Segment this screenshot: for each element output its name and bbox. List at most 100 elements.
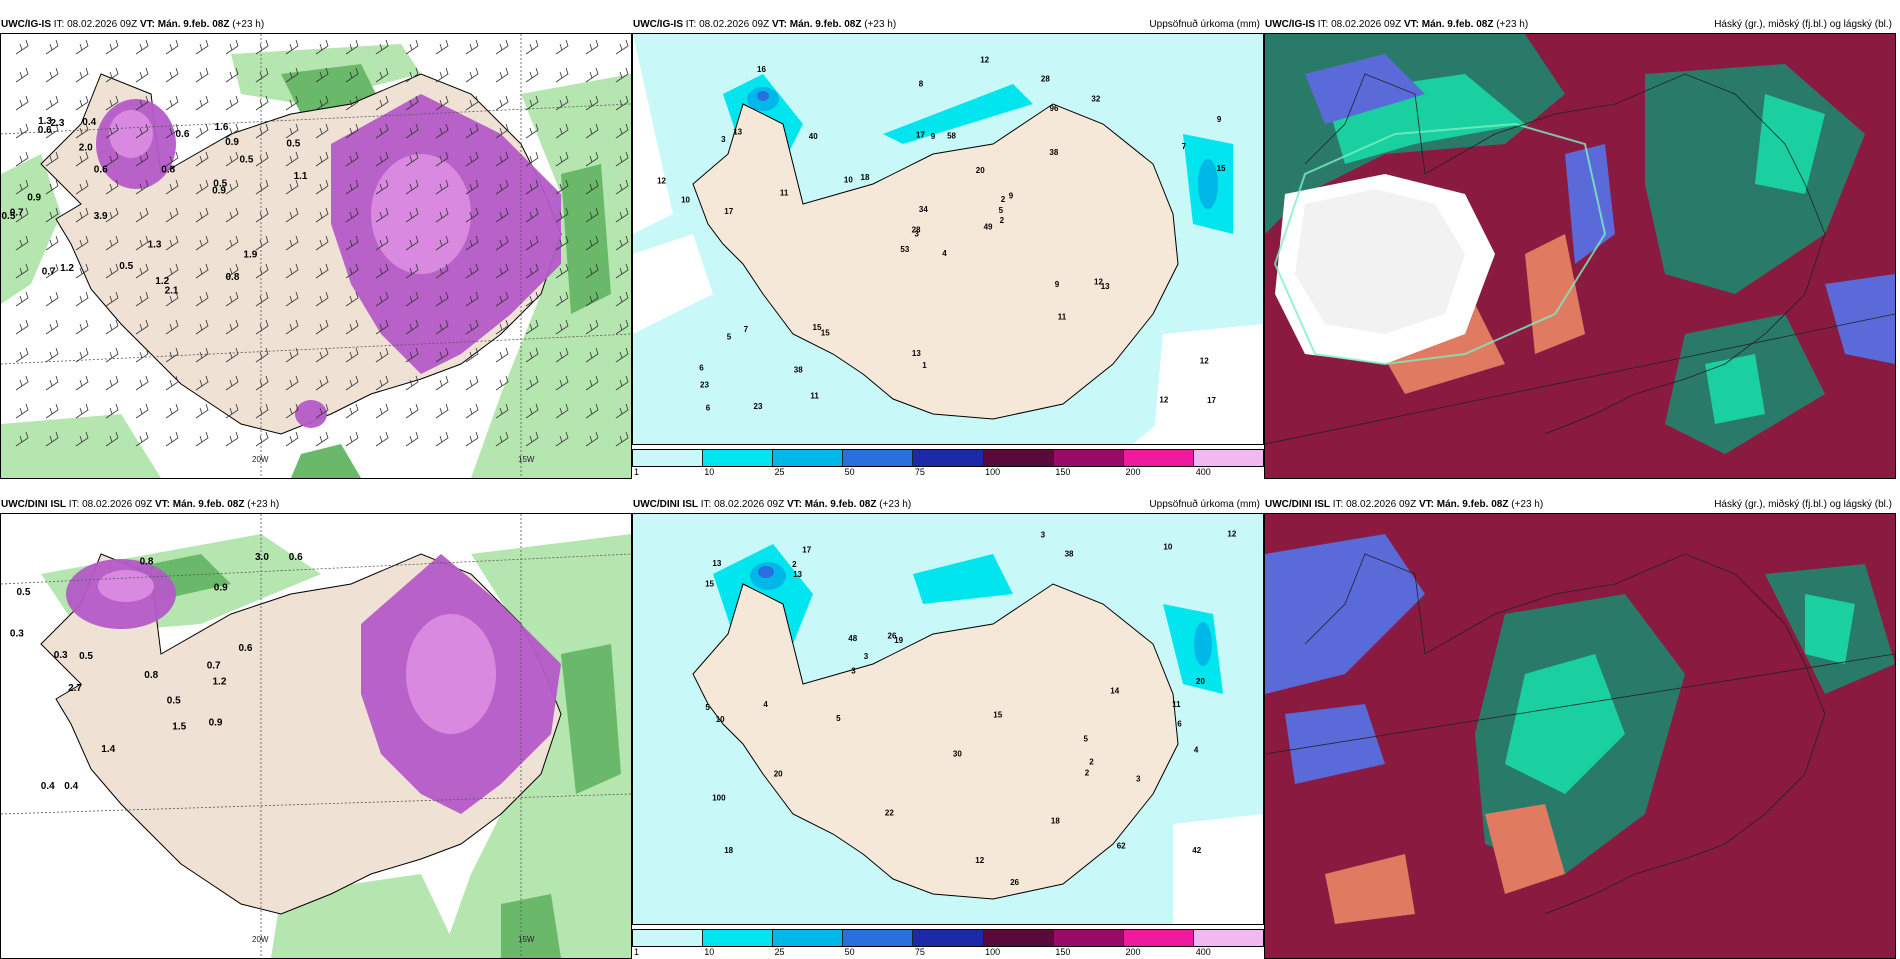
lon-label-15w: 15W [518, 455, 535, 464]
map-value-label: 0.3 [10, 629, 24, 640]
wind-barb [375, 375, 389, 391]
wind-barb [495, 347, 509, 363]
map-value-label: 3.9 [94, 211, 108, 222]
map-value-label: 14 [1110, 687, 1119, 696]
wind-barb [525, 151, 539, 167]
map-value-label: 2.7 [68, 683, 82, 694]
wind-barb [315, 207, 329, 223]
map-value-label: 0.8 [226, 272, 240, 283]
map-value-label: 0.6 [94, 164, 108, 175]
colorbar-swatch [1193, 930, 1263, 946]
wind-barb [615, 151, 629, 167]
wind-barb [165, 319, 179, 335]
map-precip: 5 6 18 17 19 62 100 38 48 26 15 5 13 42 22 20 30 15 26 20 12… [632, 513, 1264, 925]
wind-barb [585, 291, 599, 307]
colorbar-tick-label: 50 [844, 467, 855, 477]
wind-barb [45, 319, 59, 335]
wind-barb [105, 403, 119, 419]
map-value-label: 12 [657, 177, 666, 186]
map-value-label: 2 [1089, 758, 1094, 767]
wind-barb [165, 431, 179, 447]
map-value-label: 10 [844, 176, 853, 185]
map-value-label: 15 [1217, 164, 1226, 173]
colorbar-swatch [633, 450, 704, 466]
map-value-label: 9 [931, 132, 936, 141]
panel-title: UWC/DINI ISL IT: 08.02.2026 09Z VT: Mán.… [1265, 499, 1544, 510]
wind-barb [285, 347, 299, 363]
wind-barb [435, 263, 449, 279]
wind-barb [135, 151, 149, 167]
wind-barb [465, 263, 479, 279]
wind-barb [345, 151, 359, 167]
panel-title: UWC/DINI ISL IT: 08.02.2026 09Z VT: Mán.… [633, 499, 912, 510]
map-value-label: 12 [1200, 357, 1209, 366]
colorbar-tick-label: 150 [1055, 947, 1071, 957]
wind-barb [585, 39, 599, 55]
panel-clouds-dini: UWC/DINI ISL IT: 08.02.2026 09Z VT: Mán.… [1264, 497, 1896, 959]
map-value-label: 2 [792, 560, 797, 569]
wind-barb [315, 123, 329, 139]
wind-barb [405, 151, 419, 167]
map-value-label: 13 [793, 570, 802, 579]
wind-barb [105, 123, 119, 139]
wind-barb [525, 319, 539, 335]
map-value-label: 26 [1010, 878, 1019, 887]
map-value-label: 28 [912, 226, 921, 235]
map-value-label: 0.3 [54, 650, 68, 661]
colorbar-tick-label: 10 [704, 467, 715, 477]
wind-barb [375, 235, 389, 251]
wind-barb [525, 403, 539, 419]
wind-barb [495, 263, 509, 279]
wind-barb [525, 235, 539, 251]
wind-barb [105, 235, 119, 251]
map-value-label: 0.9 [225, 137, 239, 148]
wind-barb [15, 123, 29, 139]
map-value-label: 38 [1049, 148, 1058, 157]
wind-barb [465, 67, 479, 83]
wind-barb [15, 179, 29, 195]
wind-barb [405, 123, 419, 139]
map-value-label: 0.4 [64, 781, 78, 792]
wind-barb [165, 235, 179, 251]
wind-barb [195, 319, 209, 335]
wind-barb [585, 207, 599, 223]
map-value-label: 1.2 [155, 276, 169, 287]
wind-barb [255, 263, 269, 279]
map-value-label: 22 [885, 809, 894, 818]
wind-barb [15, 39, 29, 55]
map-value-label: 3 [864, 652, 869, 661]
wind-barb [285, 431, 299, 447]
panel-title: UWC/IG-IS IT: 08.02.2026 09Z VT: Mán. 9.… [633, 19, 897, 30]
wind-barb [615, 207, 629, 223]
map-value-label: 3 [1041, 531, 1046, 540]
wind-barb [345, 319, 359, 335]
wind-barb [255, 95, 269, 111]
map-value-label: 18 [1051, 817, 1060, 826]
wind-barb [555, 403, 569, 419]
wind-barb [45, 431, 59, 447]
wind-barb [525, 67, 539, 83]
wind-barb [405, 431, 419, 447]
panel-wind-snow-igis: UWC/IG-IS IT: 08.02.2026 09Z VT: Mán. 9.… [0, 17, 632, 479]
wind-barb [435, 375, 449, 391]
wind-barb [465, 431, 479, 447]
wind-barb [465, 179, 479, 195]
wind-barb [195, 95, 209, 111]
colorbar-tick-label: 400 [1195, 947, 1211, 957]
wind-barb [435, 151, 449, 167]
map-value-label: 0.5 [2, 211, 16, 222]
wind-barb [585, 263, 599, 279]
map-value-label: 15 [705, 580, 714, 589]
wind-barb [165, 179, 179, 195]
wind-barb [285, 235, 299, 251]
wind-barb [615, 403, 629, 419]
wind-barb [15, 403, 29, 419]
wind-barb [285, 291, 299, 307]
wind-barb [405, 95, 419, 111]
wind-barb [345, 291, 359, 307]
colorbar-tick-label: 10 [704, 947, 715, 957]
wind-barb [375, 403, 389, 419]
wind-barb [495, 403, 509, 419]
wind-barb [45, 235, 59, 251]
wind-barb [285, 123, 299, 139]
